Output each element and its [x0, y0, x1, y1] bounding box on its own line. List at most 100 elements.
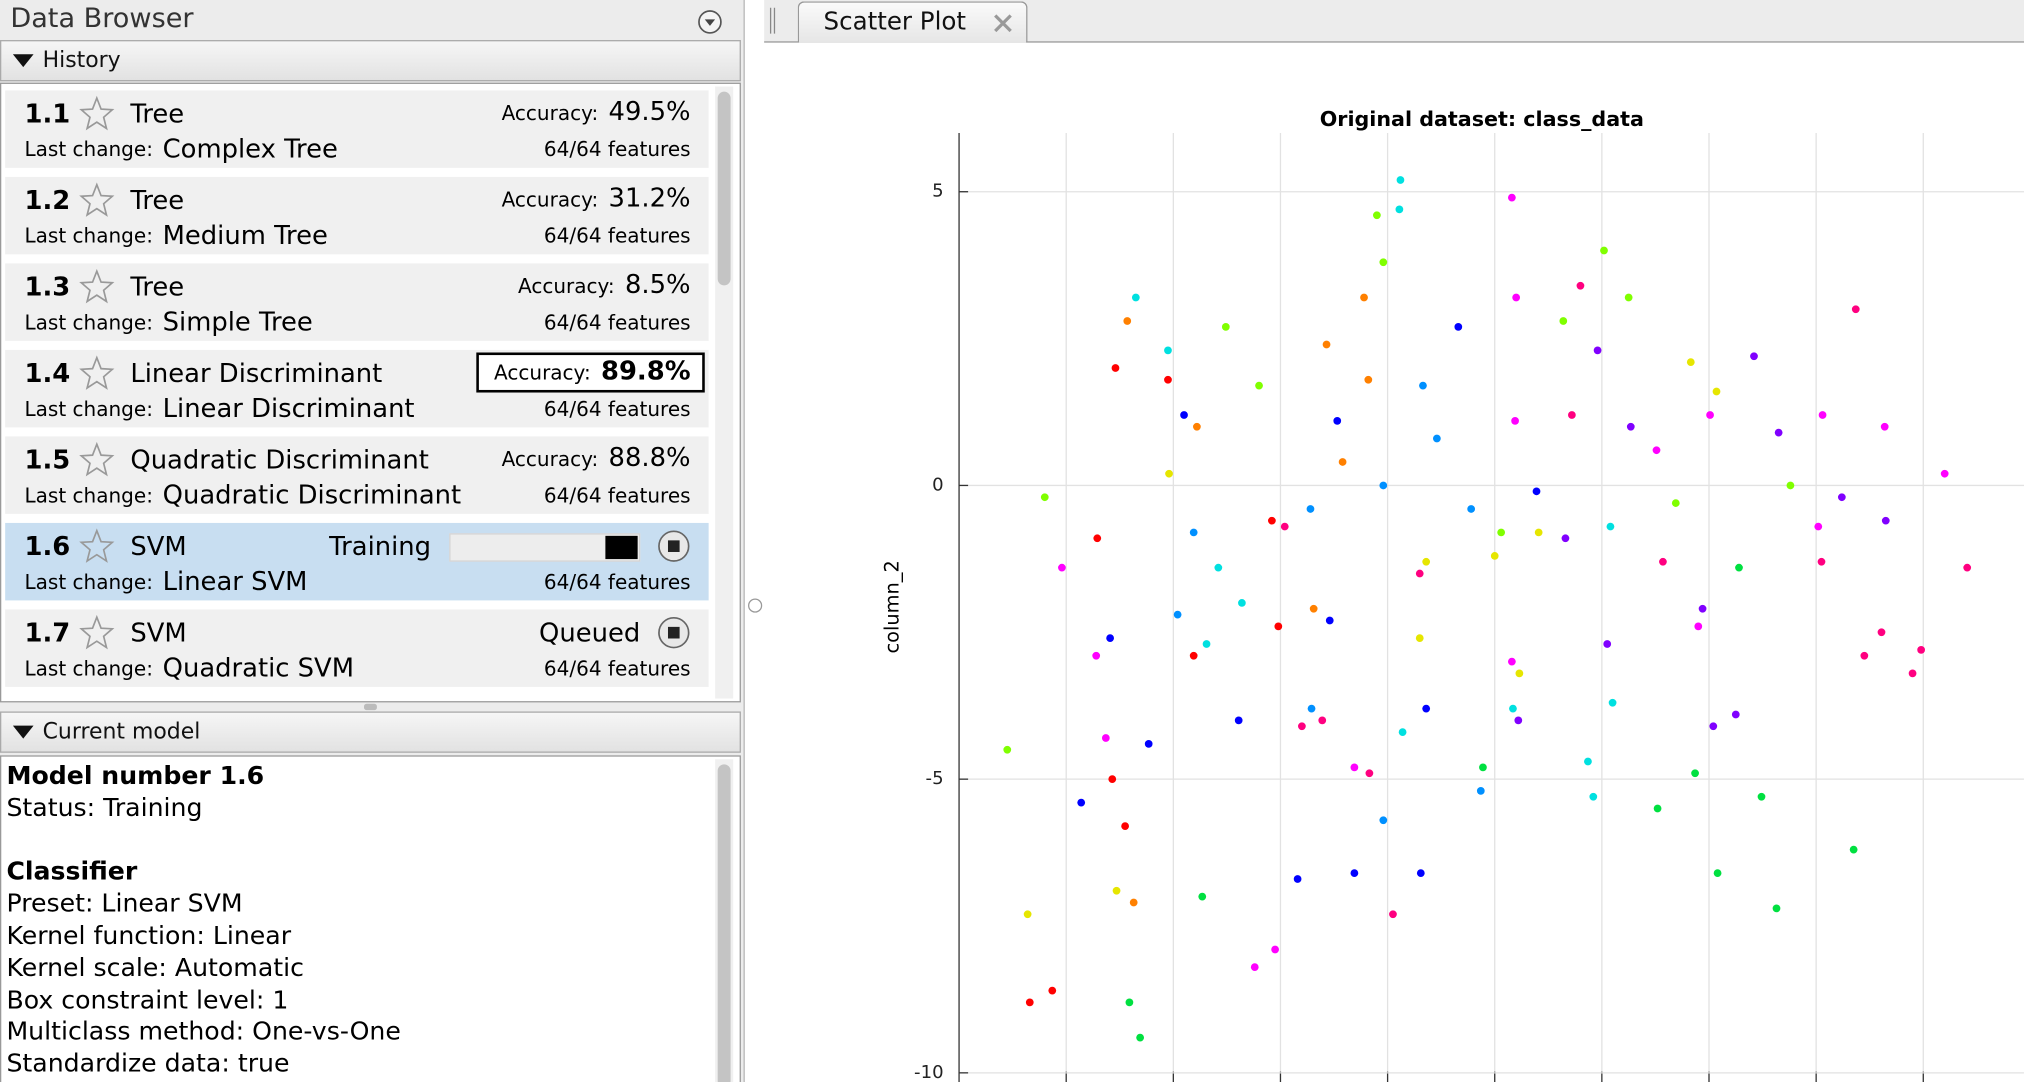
y-tick-label: 0: [932, 474, 943, 495]
scatter-point: [1164, 346, 1172, 355]
favorite-star[interactable]: [79, 614, 115, 651]
scatter-point: [1125, 998, 1134, 1007]
scatter-point: [1255, 381, 1263, 390]
scatter-point: [1416, 869, 1425, 878]
history-row[interactable]: 1.6 SVM Training Last change: Linear SVM 64/6…: [5, 522, 709, 601]
model-number: 1.5: [24, 444, 71, 476]
history-row[interactable]: 1.3 Tree Accuracy: 8.5% Last change: Simple T…: [5, 263, 709, 341]
plot-area: -10 -5 0 5: [914, 132, 2024, 1082]
scatter-point: [1173, 610, 1182, 619]
scatter-point: [1514, 716, 1523, 725]
history-list: 1.1 Tree Accuracy: 49.5% Last change: Complex…: [0, 82, 741, 703]
history-row[interactable]: 1.5 Quadratic Discriminant Accuracy: 88.8% L…: [5, 436, 709, 514]
scatter-point: [1608, 698, 1617, 707]
scatter-point: [1306, 505, 1315, 513]
y-tick-label: -10: [914, 1062, 944, 1082]
scatter-point: [1963, 563, 1972, 572]
model-number: 1.4: [24, 357, 71, 389]
collapse-arrow: [12, 54, 34, 68]
scatter-point: [1106, 634, 1114, 643]
scrollbar-thumb[interactable]: [717, 764, 731, 1082]
scatter-point: [1136, 1033, 1144, 1042]
favorite-star[interactable]: [79, 182, 115, 218]
scatter-point: [1419, 381, 1427, 390]
stop-button[interactable]: [657, 616, 691, 650]
favorite-star[interactable]: [79, 268, 115, 305]
scatter-point: [1274, 622, 1283, 631]
scatter-point: [1454, 322, 1463, 331]
scatter-point: [1093, 534, 1102, 543]
scatter-point: [1691, 769, 1699, 778]
scatter-point: [1077, 798, 1086, 807]
accuracy: Accuracy: 88.8%: [502, 442, 691, 473]
current-model-header[interactable]: Current model: [0, 711, 741, 753]
scatter-point: [1214, 563, 1223, 572]
scatter-point: [1731, 710, 1740, 719]
scatter-point: [1040, 493, 1049, 502]
scatter-point: [1576, 281, 1585, 290]
scatter-point: [1818, 411, 1827, 419]
scatter-point: [1508, 193, 1516, 202]
scatter-point: [1023, 910, 1032, 919]
scatter-point: [1058, 563, 1066, 572]
splitter-knob[interactable]: [746, 597, 764, 615]
scatter-point: [1398, 728, 1407, 737]
scatter-point: [1698, 604, 1707, 613]
accuracy-label: Accuracy:: [501, 188, 599, 212]
scatter-point: [1515, 669, 1524, 678]
current-model-details: Model number 1.6 Status: Training Classifi…: [0, 755, 741, 1082]
scatter-point: [1121, 822, 1129, 831]
history-row[interactable]: 1.2 Tree Accuracy: 31.2% Last change: Medium …: [5, 176, 709, 255]
star-shape: [79, 182, 115, 217]
scatter-point: [1112, 886, 1121, 895]
model-status: Status: Training: [6, 792, 203, 823]
scatter-point: [1626, 422, 1635, 431]
scatter-point: [1567, 411, 1576, 419]
scatter-point: [1415, 569, 1424, 578]
model-number: 1.2: [24, 184, 71, 216]
last-change: Quadratic Discriminant: [162, 479, 462, 511]
history-header[interactable]: History: [0, 40, 741, 82]
detail-line: Preset: Linear SVM: [6, 888, 243, 919]
scatter-point: [1652, 446, 1661, 455]
favorite-star[interactable]: [79, 355, 115, 391]
scatter-point: [1373, 211, 1381, 220]
scatter-point: [1111, 364, 1120, 372]
model-type: SVM: [130, 530, 187, 562]
stop-button[interactable]: [657, 529, 691, 563]
model-title: Model number 1.6: [6, 760, 265, 791]
feature-count: 64/64 features: [543, 224, 691, 248]
scatter-point: [1917, 646, 1925, 654]
tab-close[interactable]: [993, 13, 1014, 34]
model-type: Tree: [130, 271, 185, 303]
scatter-point: [1318, 716, 1327, 725]
star-shape: [79, 528, 115, 563]
star-shape: [79, 268, 115, 304]
accuracy-value: 88.8%: [608, 441, 691, 473]
model-number: 1.7: [24, 617, 71, 649]
history-row[interactable]: 1.4 Linear Discriminant Accuracy: 89.8% Last…: [5, 349, 709, 428]
scatter-point: [1395, 205, 1404, 214]
scatter-point: [1365, 769, 1374, 778]
scatter-point: [1422, 704, 1431, 713]
favorite-star[interactable]: [79, 95, 115, 132]
history-row[interactable]: 1.7 SVM Queued Last change: Quadratic SVM 64/…: [5, 609, 709, 687]
tab[interactable]: Scatter Plot: [797, 1, 1028, 43]
panel-title: Data Browser: [10, 2, 194, 34]
panel-menu-button[interactable]: [696, 8, 724, 36]
scatter-point: [1193, 422, 1201, 431]
scatter-point: [1559, 317, 1568, 325]
scatter-point: [1593, 346, 1602, 355]
scatter-point: [1851, 305, 1860, 314]
accuracy: Accuracy: 89.8%: [475, 352, 705, 393]
scrollbar-thumb[interactable]: [717, 91, 731, 286]
scatter-point: [1198, 892, 1207, 901]
split-handle[interactable]: [364, 703, 377, 711]
favorite-star[interactable]: [79, 528, 115, 564]
favorite-star[interactable]: [79, 441, 115, 478]
feature-count: 64/64 features: [543, 138, 691, 162]
history-row[interactable]: 1.1 Tree Accuracy: 49.5% Last change: Complex…: [5, 90, 709, 168]
scatter-point: [1180, 411, 1188, 419]
scatter-point: [1817, 557, 1826, 566]
